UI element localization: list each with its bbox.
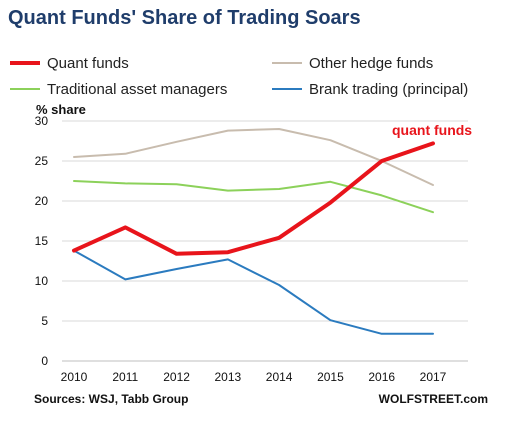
x-tick-label: 2016 [368, 370, 395, 384]
series-line-other-hedge-funds [73, 128, 434, 186]
series-line-quant-funds [72, 141, 435, 256]
y-axis-ticks: 0 5 10 15 20 25 30 [35, 114, 49, 368]
series-line-brank-trading-principal [73, 249, 434, 335]
series-line-traditional-asset-managers [73, 180, 434, 214]
annotation-quant-funds: quant funds [392, 122, 472, 138]
x-tick-label: 2014 [266, 370, 293, 384]
y-tick-label: 10 [35, 274, 49, 288]
x-tick-label: 2012 [163, 370, 190, 384]
chart-title: Quant Funds' Share of Trading Soars [8, 7, 361, 29]
y-tick-label: 20 [35, 194, 49, 208]
y-tick-label: 0 [41, 354, 48, 368]
x-tick-label: 2015 [317, 370, 344, 384]
y-tick-label: 15 [35, 234, 49, 248]
y-tick-label: 30 [35, 114, 49, 128]
x-tick-label: 2017 [420, 370, 447, 384]
legend-label-quant-funds: Quant funds [47, 55, 129, 72]
y-tick-label: 25 [35, 154, 49, 168]
legend-label-other-hedge-funds: Other hedge funds [309, 55, 433, 72]
source-note: Sources: WSJ, Tabb Group [34, 392, 188, 406]
series-lines [72, 128, 435, 335]
x-tick-label: 2013 [215, 370, 242, 384]
y-tick-label: 5 [41, 314, 48, 328]
legend-label-traditional-asset-managers: Traditional asset managers [47, 81, 227, 98]
legend: Quant funds Other hedge funds Traditional … [10, 55, 468, 98]
y-axis-label: % share [36, 102, 86, 117]
credit-note: WOLFSTREET.com [379, 392, 488, 406]
x-axis-ticks: 2010 2011 2012 2013 2014 2015 2016 2017 [61, 370, 447, 384]
x-tick-label: 2010 [61, 370, 88, 384]
x-tick-label: 2011 [112, 370, 138, 384]
legend-label-brank-trading-principal: Brank trading (principal) [309, 81, 468, 98]
